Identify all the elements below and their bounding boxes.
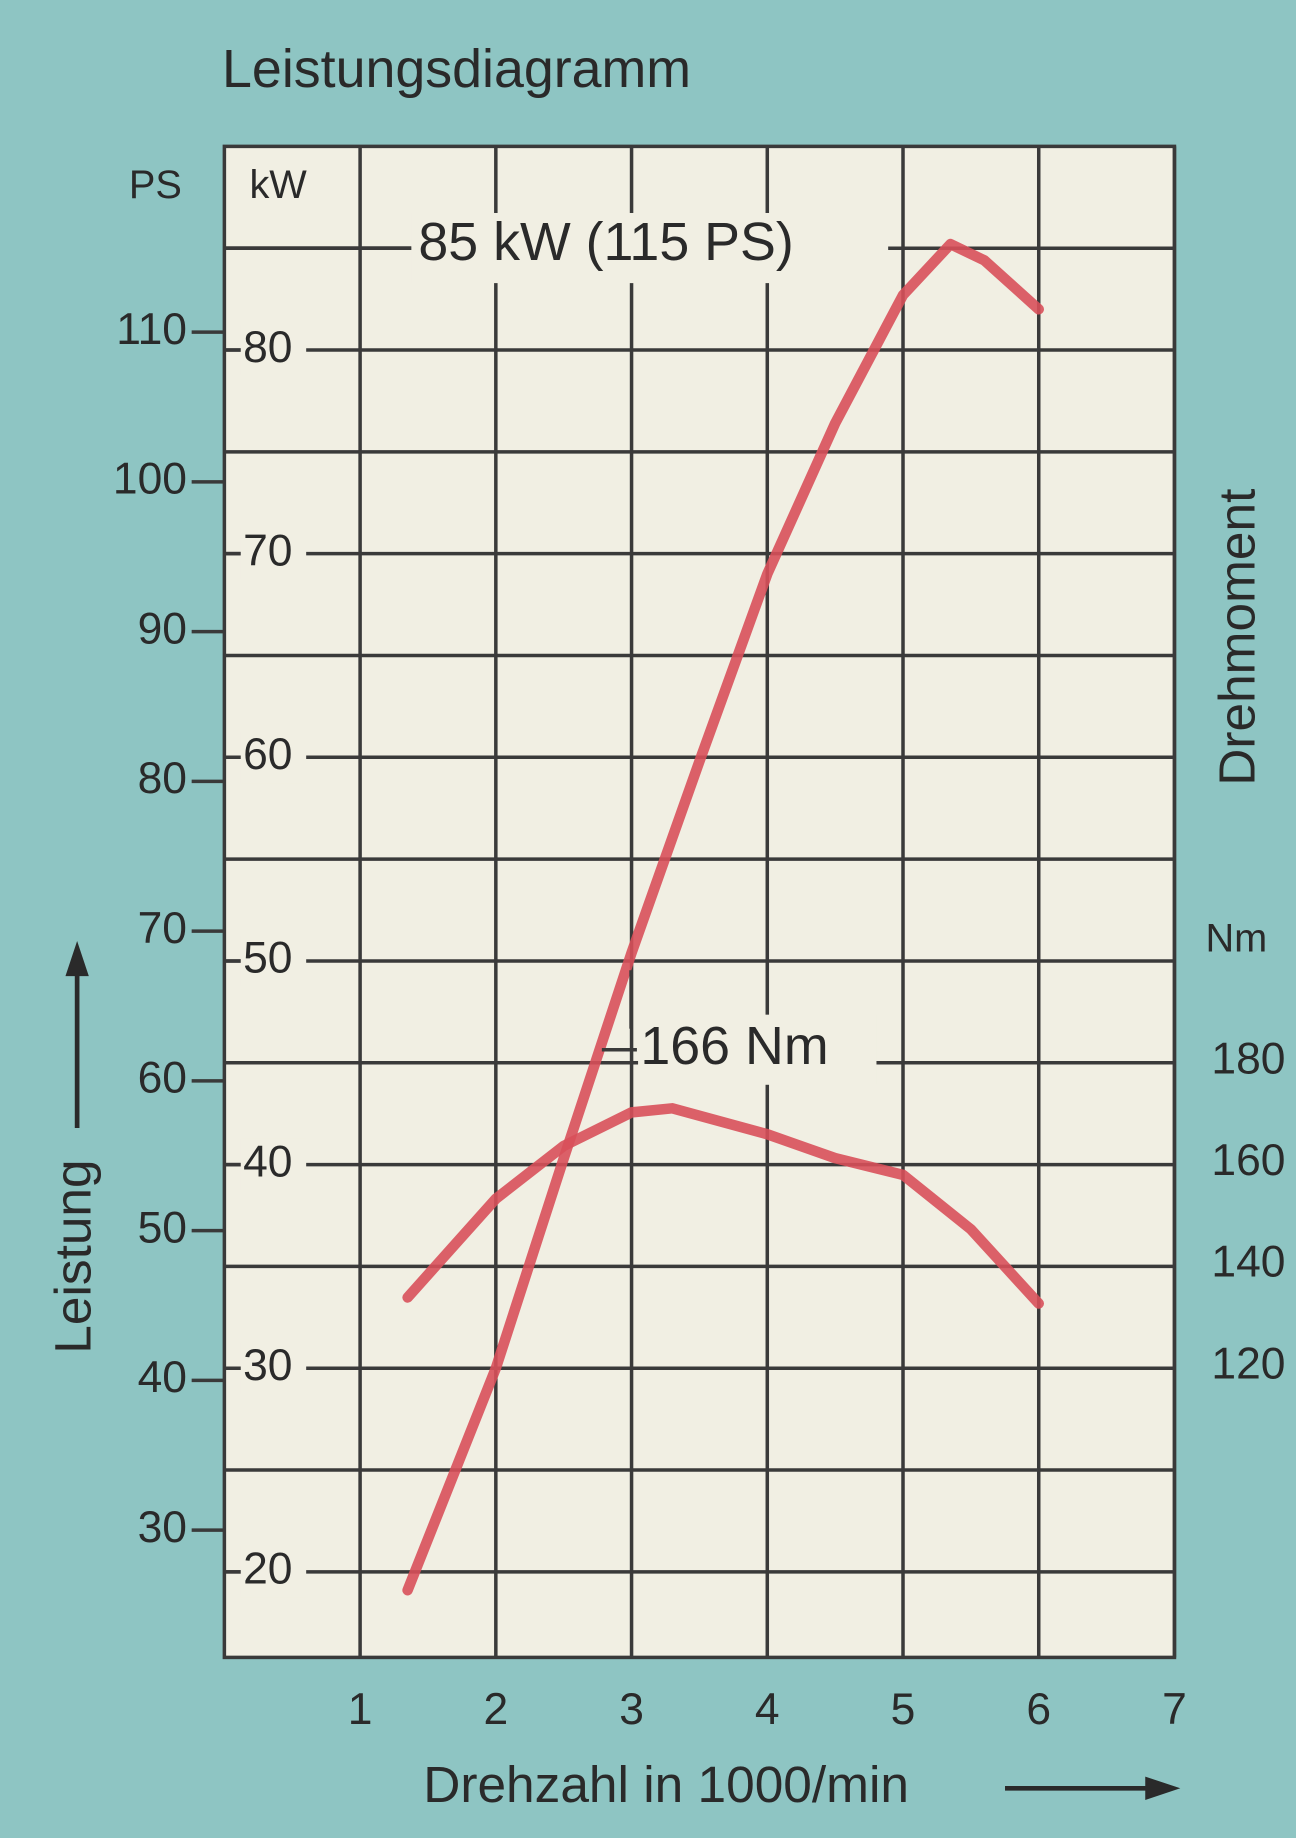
- ps-unit: PS: [129, 163, 182, 207]
- ps-tick-label: 100: [113, 455, 187, 504]
- kw-tick-label: 30: [243, 1341, 292, 1390]
- nm-tick-label: 140: [1211, 1238, 1285, 1287]
- x-tick-label: 3: [619, 1685, 644, 1734]
- annotation: 85 kW (115 PS): [418, 212, 793, 272]
- chart-title: Leistungsdiagramm: [222, 39, 691, 99]
- kw-label-bg: [240, 527, 307, 580]
- ps-tick-label: 110: [116, 305, 187, 354]
- series-line: [402, 1103, 1044, 1309]
- kw-unit: kW: [249, 163, 307, 207]
- kw-tick-label: 20: [243, 1545, 292, 1594]
- nm-unit: Nm: [1206, 917, 1268, 961]
- ps-tick-label: 60: [138, 1054, 187, 1103]
- grid: [224, 146, 1177, 1658]
- kw-label-bg: [240, 935, 307, 987]
- ps-tick-label: 40: [138, 1353, 187, 1402]
- nm-tick-label: 120: [1211, 1339, 1285, 1388]
- y-arrowhead: [65, 941, 89, 977]
- kw-label-bg: [240, 324, 307, 376]
- kw-label-bg: [240, 1342, 307, 1394]
- plot-area: [224, 146, 1175, 1658]
- x-axis-label: Drehzahl in 1000/min: [423, 1755, 909, 1813]
- x-tick-label: 5: [891, 1685, 916, 1734]
- kw-tick-label: 70: [243, 526, 292, 575]
- kw-label-bg: [240, 1546, 307, 1598]
- kw-label-bg: [240, 1138, 307, 1191]
- nm-tick-label: 160: [1211, 1136, 1285, 1185]
- x-tick-label: 6: [1026, 1685, 1051, 1734]
- label-bg: [638, 1014, 877, 1085]
- label-bg: [411, 212, 889, 284]
- y-axis-label: Leistung: [44, 1159, 102, 1353]
- x-arrowhead: [1145, 1776, 1181, 1800]
- ps-tick-label: 70: [138, 904, 187, 953]
- x-tick-label: 7: [1162, 1685, 1187, 1734]
- x-tick-label: 4: [755, 1685, 780, 1734]
- ps-tick-label: 90: [138, 604, 187, 653]
- ps-tick-label: 50: [138, 1203, 187, 1252]
- y2-axis-label: Drehmoment: [1208, 489, 1266, 786]
- kw-tick-label: 50: [243, 934, 292, 983]
- kw-tick-label: 40: [243, 1137, 292, 1186]
- x-tick-label: 1: [348, 1685, 373, 1734]
- kw-label-bg: [240, 731, 307, 784]
- plot-border: [222, 144, 1177, 1660]
- series-line: [402, 238, 1044, 1596]
- nm-tick-label: 180: [1211, 1034, 1285, 1083]
- ps-tick-label: 30: [138, 1503, 187, 1552]
- annotation: 166 Nm: [640, 1016, 828, 1076]
- kw-tick-label: 60: [243, 730, 292, 779]
- x-tick-label: 2: [483, 1685, 508, 1734]
- curves: [402, 238, 1044, 1596]
- ps-tick-label: 80: [138, 754, 187, 803]
- kw-tick-label: 80: [243, 323, 292, 372]
